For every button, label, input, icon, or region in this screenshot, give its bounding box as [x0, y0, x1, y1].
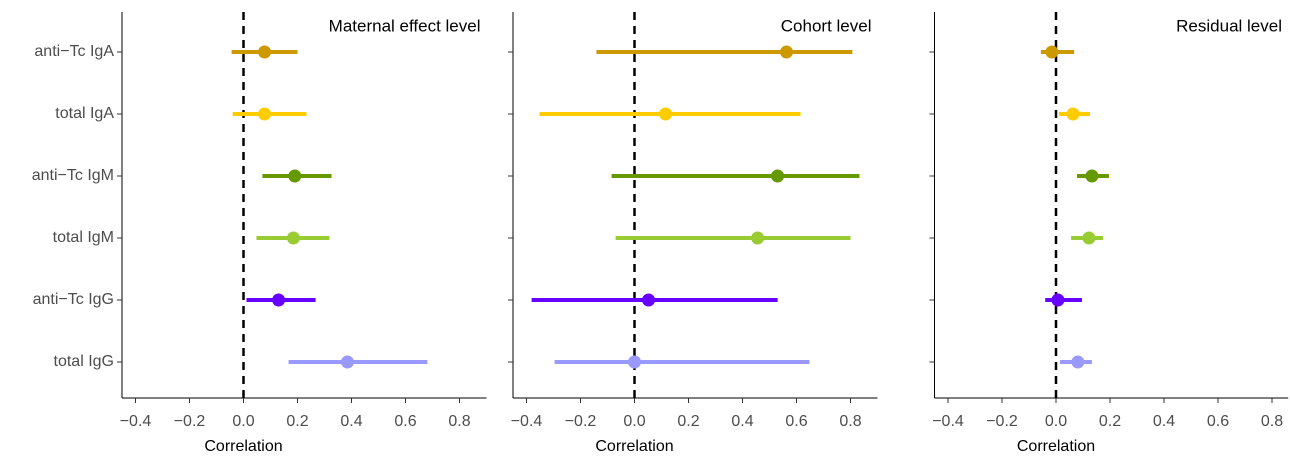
x-tick-label: 0.0 [623, 413, 645, 430]
point [258, 45, 272, 59]
x-tick-label: 0.4 [340, 413, 362, 430]
point [340, 355, 354, 369]
x-tick-label: 0.0 [1045, 413, 1067, 430]
x-tick-label: −0.4 [120, 413, 152, 430]
x-tick-label: 0.4 [731, 413, 753, 430]
x-tick-label: 0.8 [1261, 413, 1283, 430]
point [1051, 293, 1065, 307]
point [1082, 231, 1096, 245]
y-tick-label: total IgG [54, 353, 114, 370]
point [1066, 107, 1080, 121]
x-tick-label: 0.2 [1099, 413, 1121, 430]
point [286, 231, 300, 245]
x-tick-label: 0.8 [448, 413, 470, 430]
x-tick-label: 0.8 [839, 413, 861, 430]
point [1071, 355, 1085, 369]
x-tick-label: 0.6 [785, 413, 807, 430]
x-tick-label: 0.4 [1153, 413, 1175, 430]
y-tick-label: anti−Tc IgA [34, 43, 114, 60]
y-tick-label: total IgM [53, 229, 114, 246]
x-tick-label: 0.2 [286, 413, 308, 430]
x-tick-label: −0.4 [511, 413, 543, 430]
point [780, 45, 794, 59]
chart-title: Cohort level [781, 16, 872, 35]
point [1045, 45, 1059, 59]
x-tick-label: −0.4 [932, 413, 964, 430]
chart-title: Maternal effect level [329, 16, 481, 35]
x-tick-label: 0.6 [394, 413, 416, 430]
point [258, 107, 272, 121]
point [272, 293, 286, 307]
x-tick-label: −0.2 [174, 413, 206, 430]
x-axis-label: Correlation [204, 438, 282, 455]
y-tick-label: anti−Tc IgG [33, 291, 114, 308]
x-tick-label: −0.2 [565, 413, 597, 430]
point [628, 355, 641, 369]
chart-title: Residual level [1176, 16, 1282, 35]
point [659, 107, 673, 121]
point [1085, 169, 1099, 183]
point [771, 169, 785, 183]
point [751, 231, 765, 245]
point [642, 293, 656, 307]
y-tick-label: total IgA [55, 105, 114, 122]
x-tick-label: 0.2 [677, 413, 699, 430]
x-tick-label: −0.2 [986, 413, 1018, 430]
point [288, 169, 302, 183]
x-axis-label: Correlation [595, 438, 673, 455]
x-axis-label: Correlation [1017, 438, 1095, 455]
y-tick-label: anti−Tc IgM [32, 167, 114, 184]
x-tick-label: 0.0 [232, 413, 254, 430]
x-tick-label: 0.6 [1207, 413, 1229, 430]
